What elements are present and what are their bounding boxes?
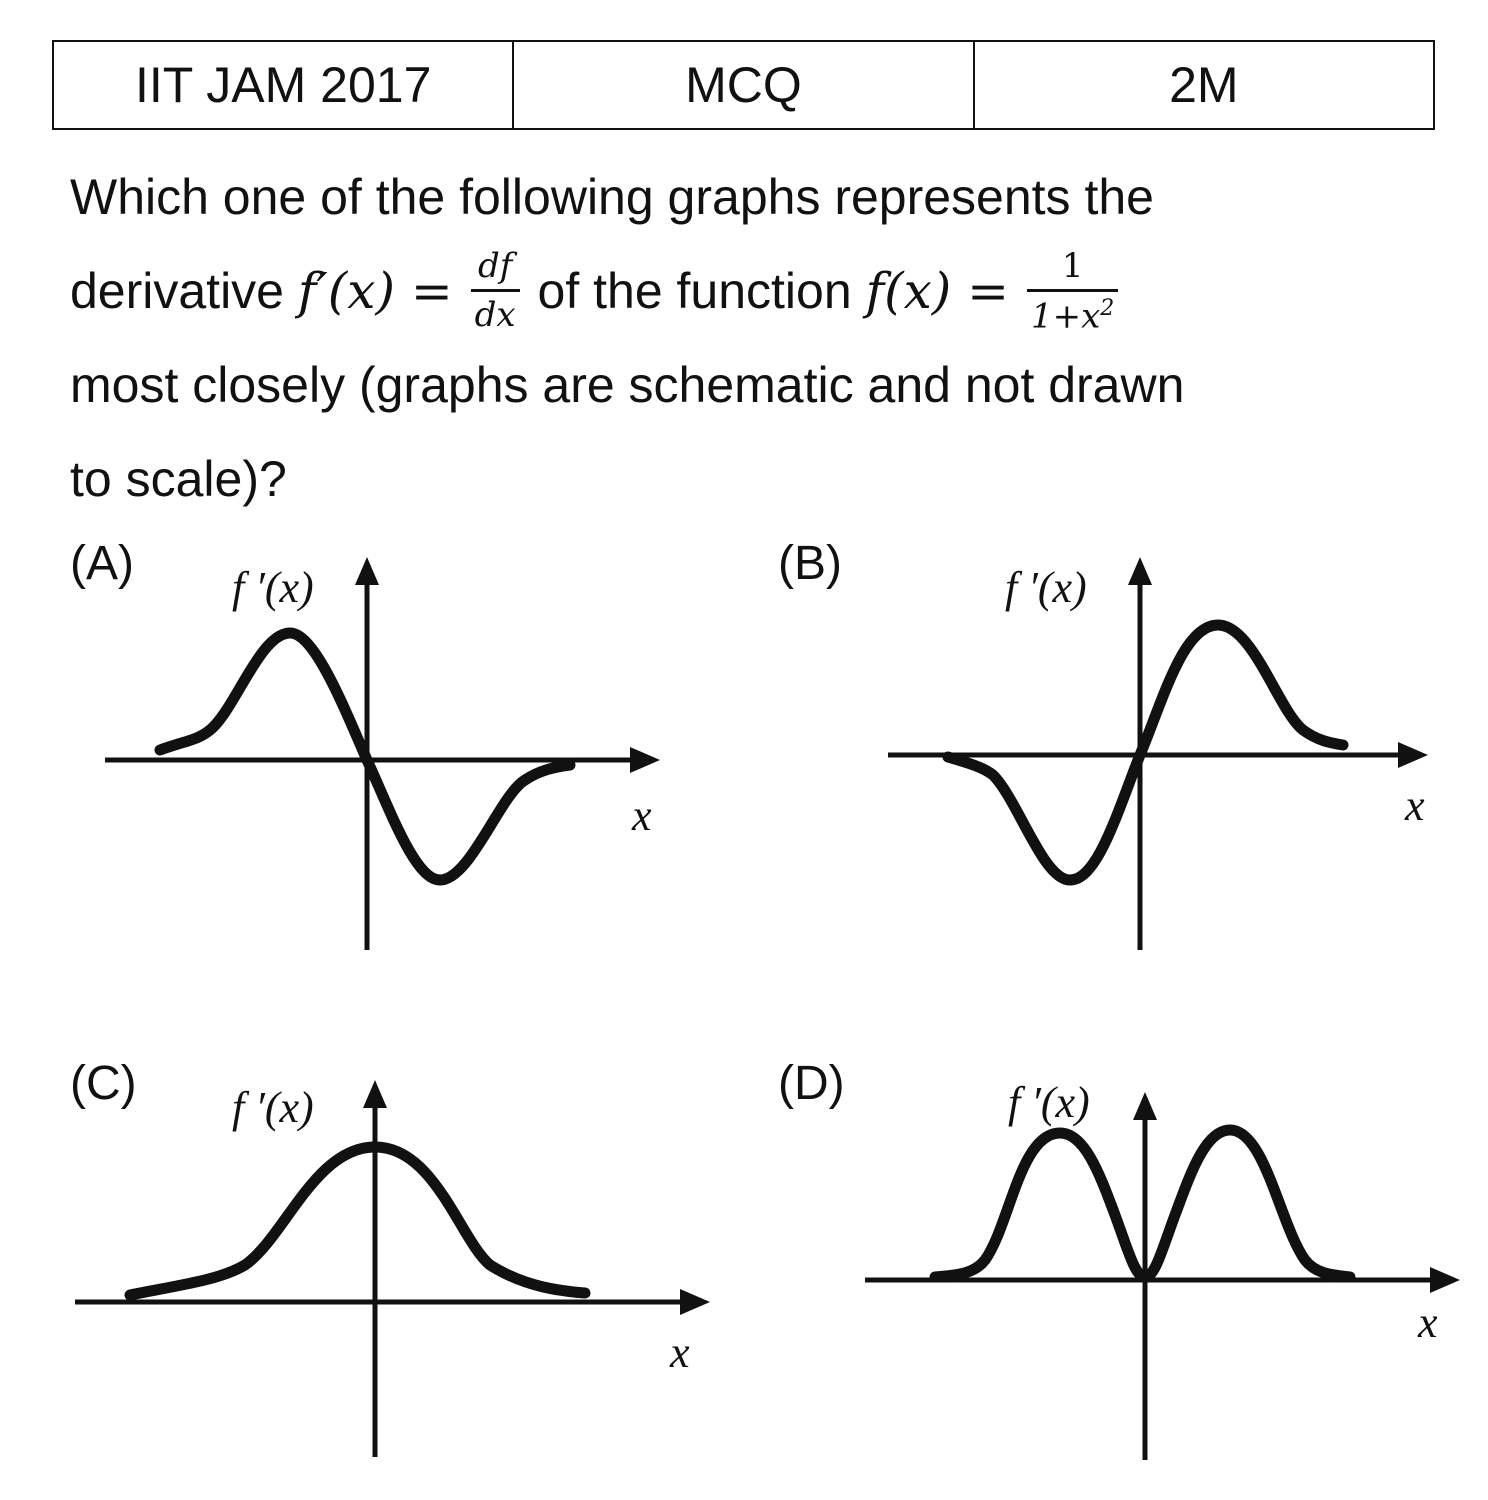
option-d-y-arrow-icon (1133, 1092, 1157, 1120)
option-c-x-arrow-icon (680, 1289, 710, 1315)
option-a-x-label: x (631, 791, 652, 840)
option-a-graph[interactable]: f ′(x) x (100, 545, 680, 965)
option-a-label[interactable]: (A) (70, 537, 134, 590)
function-denominator-exponent: 2 (1100, 295, 1115, 321)
question-text: Which one of the following graphs repres… (70, 150, 1450, 526)
header-table: IIT JAM 2017 MCQ 2M (51, 40, 1436, 130)
option-a-curve (154, 627, 576, 886)
option-d-graph[interactable]: f ′(x) x (860, 1065, 1475, 1470)
exam-name-cell: IIT JAM 2017 (51, 40, 515, 130)
option-a-y-arrow-icon (355, 557, 379, 585)
question-line-4: to scale)? (70, 451, 287, 507)
option-c-graph[interactable]: f ′(x) x (70, 1065, 720, 1465)
question-line-2-prefix: derivative (70, 263, 284, 319)
option-c-x-label: x (669, 1328, 690, 1377)
option-c-y-arrow-icon (363, 1080, 387, 1108)
option-b-y-arrow-icon (1128, 557, 1152, 585)
function-denominator: 1+x2 (1027, 292, 1118, 333)
option-b-label[interactable]: (B) (778, 537, 842, 590)
option-a-x-arrow-icon (630, 747, 660, 773)
function-fraction: 1 1+x2 (1026, 249, 1119, 333)
function-lhs: f(x) = (865, 262, 1010, 320)
option-d-x-label: x (1417, 1298, 1438, 1347)
derivative-lhs: f′(x) = (297, 262, 453, 320)
option-d-label[interactable]: (D) (778, 1057, 845, 1110)
derivative-fraction: df dx (470, 249, 520, 336)
question-line-2-middle: of the function (537, 263, 852, 319)
option-b-y-label: f ′(x) (1005, 563, 1087, 612)
option-a-y-label: f ′(x) (232, 563, 314, 612)
option-c-curve (124, 1141, 591, 1301)
option-c-y-label: f ′(x) (232, 1083, 314, 1132)
derivative-denominator: dx (474, 295, 516, 336)
derivative-numerator: df (470, 249, 520, 293)
function-numerator: 1 (1026, 249, 1119, 292)
option-d-x-arrow-icon (1430, 1267, 1460, 1293)
marks-cell: 2M (972, 40, 1436, 130)
option-d-y-label: f ′(x) (1008, 1078, 1090, 1127)
function-denominator-base: 1+x (1030, 295, 1101, 336)
question-line-3: most closely (graphs are schematic and n… (70, 357, 1185, 413)
option-c-label[interactable]: (C) (70, 1057, 137, 1110)
option-b-x-arrow-icon (1398, 742, 1428, 768)
option-b-curve (942, 619, 1349, 886)
question-line-2: derivative f′(x) = df dx of the function… (70, 244, 1450, 338)
question-type-cell: MCQ (512, 40, 975, 130)
option-b-x-label: x (1404, 781, 1425, 830)
option-b-graph[interactable]: f ′(x) x (883, 545, 1463, 965)
option-d-curve (929, 1124, 1356, 1283)
question-line-1: Which one of the following graphs repres… (70, 169, 1154, 225)
